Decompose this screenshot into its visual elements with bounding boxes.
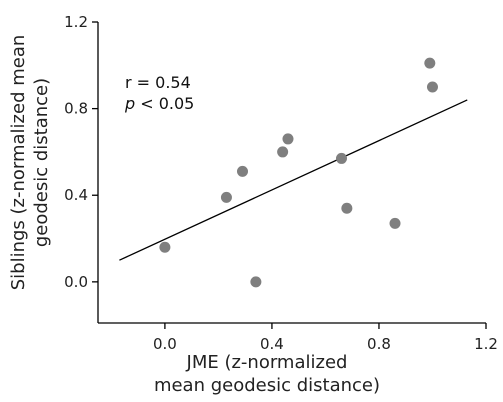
y-axis-title-line-2: geodesic distance)	[31, 78, 52, 247]
y-tick-label: 0.0	[64, 273, 88, 291]
data-point	[236, 165, 248, 177]
p-symbol: p	[124, 94, 135, 113]
p-value-text: < 0.05	[135, 94, 194, 113]
data-point	[426, 81, 438, 93]
regression-line-group	[119, 99, 468, 261]
y-ticks: 0.0 0.4 0.8 1.2	[64, 13, 98, 291]
y-tick-label: 0.8	[64, 100, 88, 118]
correlation-annotation: r = 0.54	[125, 73, 191, 92]
data-point	[424, 57, 436, 69]
x-tick-label: 0.4	[260, 335, 284, 353]
x-axis-title-line-1: JME (z-normalized	[186, 352, 348, 373]
data-point	[159, 241, 171, 253]
x-axis-title-line-2: mean geodesic distance)	[154, 375, 380, 396]
x-tick-label: 1.2	[474, 335, 498, 353]
y-tick-label: 1.2	[64, 13, 88, 31]
y-axis-title-line-1: Siblings (z-normalized mean	[8, 35, 29, 291]
regression-line	[119, 99, 468, 261]
y-tick-label: 0.4	[64, 186, 88, 204]
data-point	[282, 133, 294, 145]
axes	[97, 22, 486, 324]
data-point	[341, 202, 353, 214]
data-points	[159, 57, 438, 288]
x-tick-label: 0.0	[153, 335, 177, 353]
data-point	[277, 146, 289, 158]
y-axis-title: Siblings (z-normalized mean geodesic dis…	[8, 35, 52, 291]
data-point	[389, 217, 401, 229]
data-point	[336, 152, 348, 164]
data-point	[220, 191, 232, 203]
data-point	[250, 276, 262, 288]
p-value-annotation: p < 0.05	[124, 94, 194, 113]
x-tick-label: 0.8	[367, 335, 391, 353]
x-ticks: 0.0 0.4 0.8 1.2	[153, 323, 498, 353]
